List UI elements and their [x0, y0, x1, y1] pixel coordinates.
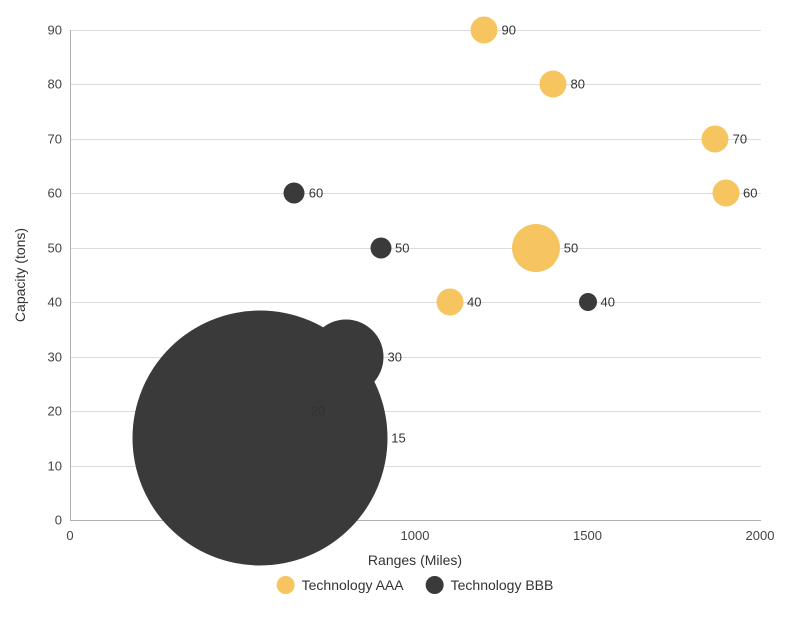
- gridline: [71, 139, 761, 140]
- x-tick-label: 2000: [746, 528, 775, 543]
- gridline: [71, 30, 761, 31]
- legend-label: Technology BBB: [451, 577, 554, 593]
- bubble-label: 50: [564, 240, 578, 255]
- y-tick-label: 40: [48, 295, 62, 310]
- y-tick-label: 60: [48, 186, 62, 201]
- bubble-label: 80: [571, 77, 585, 92]
- bubble-label: 15: [391, 431, 405, 446]
- bubble-chart: Capacity (tons) Ranges (Miles) Technolog…: [0, 0, 800, 621]
- gridline: [71, 248, 761, 249]
- bubble-label: 40: [601, 295, 615, 310]
- x-tick-label: 1000: [401, 528, 430, 543]
- bubble-label: 20: [311, 404, 325, 419]
- y-tick-label: 30: [48, 349, 62, 364]
- y-tick-label: 90: [48, 23, 62, 38]
- gridline: [71, 84, 761, 85]
- bubble-label: 90: [502, 23, 516, 38]
- bubble: [370, 237, 391, 258]
- bubble-label: 40: [467, 295, 481, 310]
- legend: Technology AAA Technology BBB: [277, 576, 554, 594]
- bubble: [702, 125, 729, 152]
- x-axis-label: Ranges (Miles): [368, 552, 462, 568]
- bubble-label: 70: [733, 131, 747, 146]
- bubble: [309, 319, 384, 394]
- bubble: [284, 183, 305, 204]
- bubble: [712, 180, 739, 207]
- legend-label: Technology AAA: [302, 577, 404, 593]
- y-tick-label: 70: [48, 131, 62, 146]
- bubble-label: 50: [395, 240, 409, 255]
- bubble: [282, 398, 308, 424]
- bubble: [512, 224, 560, 272]
- bubble: [471, 17, 498, 44]
- x-tick-label: 1500: [573, 528, 602, 543]
- legend-swatch: [277, 576, 295, 594]
- y-tick-label: 0: [55, 513, 62, 528]
- gridline: [71, 302, 761, 303]
- y-axis-label: Capacity (tons): [12, 228, 28, 322]
- y-tick-label: 20: [48, 404, 62, 419]
- x-tick-label: 0: [66, 528, 73, 543]
- bubble: [540, 71, 567, 98]
- legend-swatch: [426, 576, 444, 594]
- y-tick-label: 50: [48, 240, 62, 255]
- gridline: [71, 193, 761, 194]
- y-tick-label: 80: [48, 77, 62, 92]
- bubble-label: 30: [388, 349, 402, 364]
- bubble: [579, 293, 597, 311]
- bubble: [436, 289, 463, 316]
- y-tick-label: 10: [48, 458, 62, 473]
- legend-item: Technology AAA: [277, 576, 404, 594]
- legend-item: Technology BBB: [426, 576, 554, 594]
- bubble-label: 60: [309, 186, 323, 201]
- bubble-label: 60: [743, 186, 757, 201]
